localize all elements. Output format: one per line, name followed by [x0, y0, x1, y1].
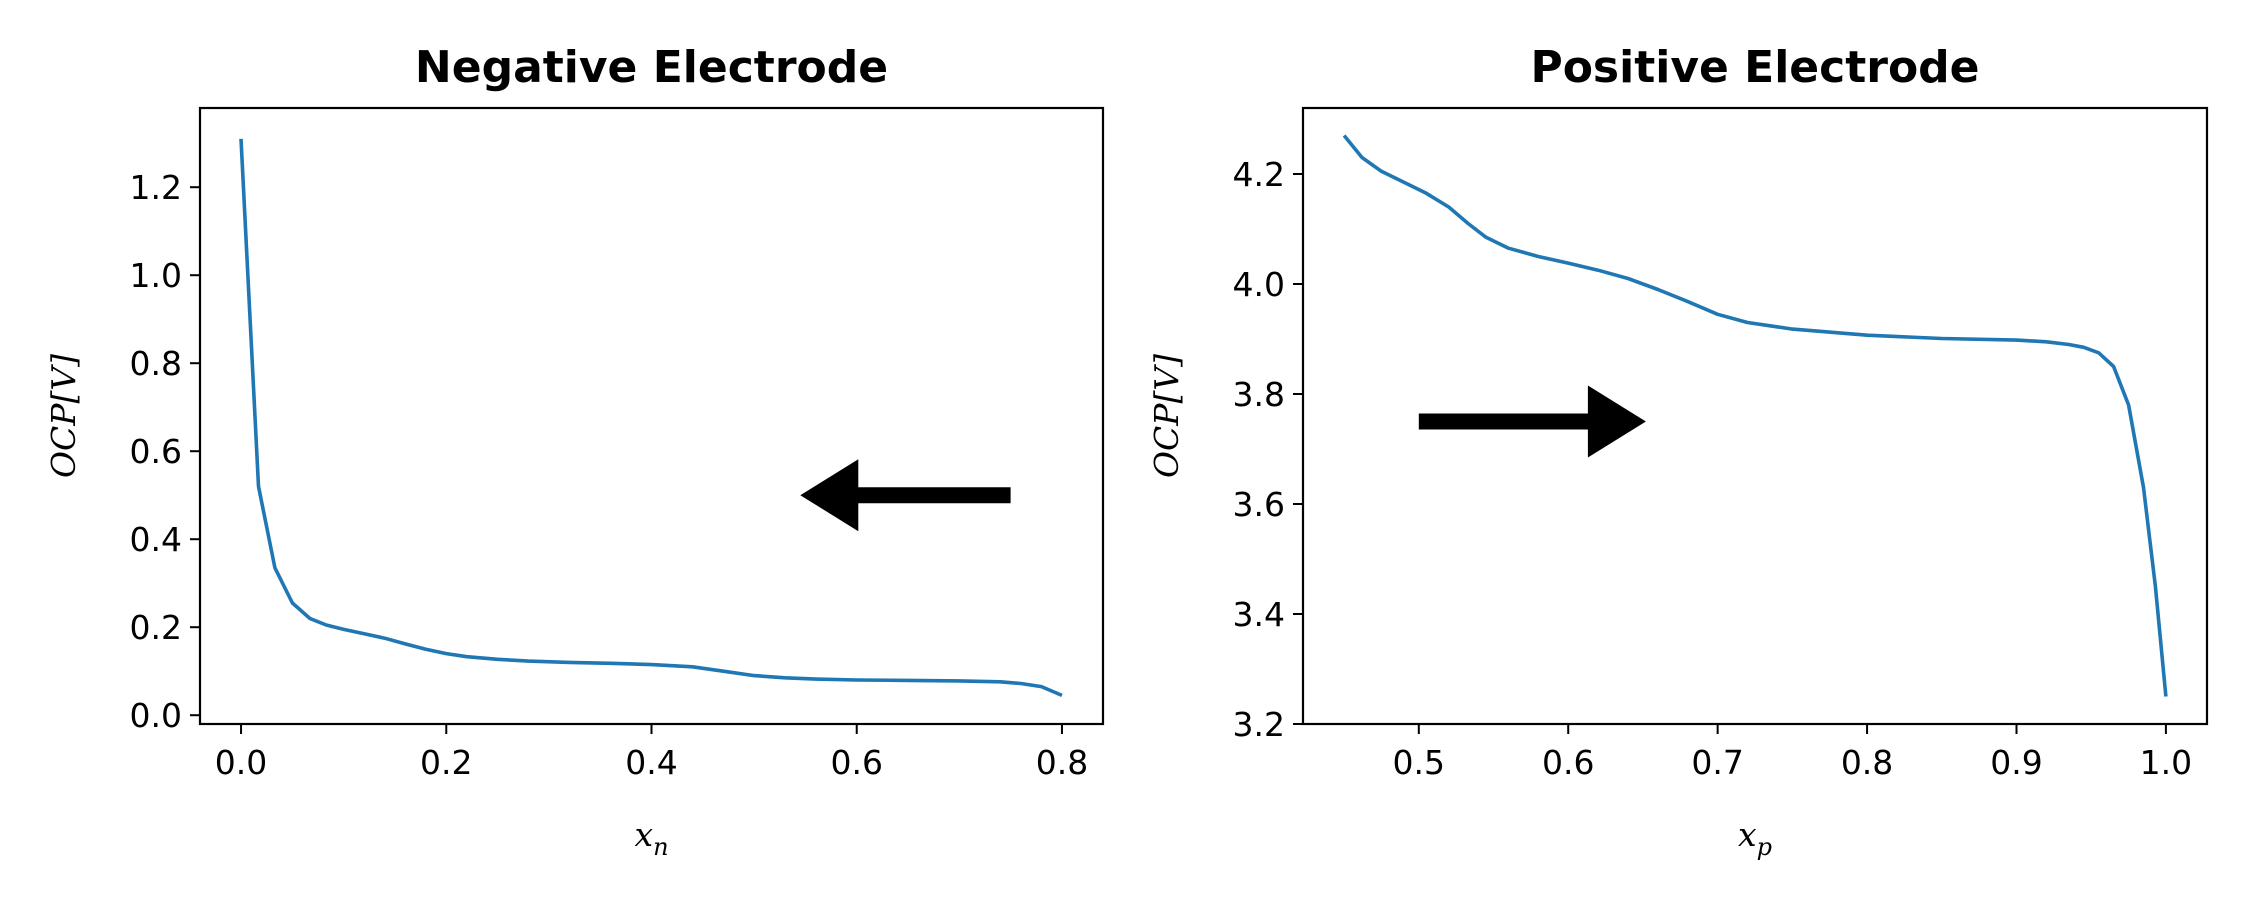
pos-x-tick-label: 0.9	[1990, 743, 2042, 782]
neg-y-tick-label: 0.2	[130, 608, 182, 647]
pos-ocp-line	[1342, 134, 2168, 697]
neg-x-tick-label: 0.2	[420, 743, 472, 782]
neg-x-tick-label: 0.4	[625, 743, 677, 782]
positive-electrode-panel: 0.5 0.6 0.7 0.8 0.9 1.0 3.2 3.4 3.6 3.8 4.0 4.2 Posi…	[1147, 42, 2209, 861]
pos-y-axis-label: OCP[V]	[1147, 354, 1186, 478]
pos-y-tick-label: 4.0	[1233, 265, 1285, 304]
pos-x-axis-label: xp	[1738, 815, 1772, 861]
pos-y-tick-label: 3.2	[1233, 705, 1285, 744]
pos-axes-frame	[1301, 106, 2209, 726]
neg-y-tick-label: 1.0	[130, 256, 182, 295]
neg-direction-arrow-left	[800, 459, 1011, 532]
neg-ocp-line	[239, 138, 1063, 698]
pos-direction-arrow-right	[1418, 385, 1646, 458]
pos-chart-title: Positive Electrode	[1530, 42, 1979, 93]
neg-x-tick-label: 0.0	[215, 743, 267, 782]
neg-axes-frame	[198, 106, 1105, 726]
neg-y-axis-label: OCP[V]	[44, 354, 83, 478]
neg-x-axis-label: xn	[634, 815, 668, 861]
neg-y-tick-label: 0.4	[130, 520, 182, 559]
pos-y-tick-label: 3.4	[1233, 595, 1285, 634]
neg-y-tick-label: 0.0	[130, 696, 182, 735]
neg-y-tick-label: 1.2	[130, 168, 182, 207]
pos-x-tick-label: 0.5	[1393, 743, 1445, 782]
pos-x-tick-label: 0.7	[1691, 743, 1743, 782]
neg-y-tick-label: 0.6	[130, 432, 182, 471]
pos-x-tick-label: 0.8	[1841, 743, 1893, 782]
negative-electrode-panel: 0.0 0.2 0.4 0.6 0.8 0.0 0.2 0.4 0.6 0.8 1.0 1.2 Nega…	[44, 42, 1105, 861]
pos-x-tick-label: 0.6	[1542, 743, 1594, 782]
neg-x-tick-label: 0.6	[830, 743, 882, 782]
pos-y-tick-label: 3.8	[1233, 375, 1285, 414]
neg-y-tick-label: 0.8	[130, 344, 182, 383]
pos-y-tick-label: 4.2	[1233, 155, 1285, 194]
neg-chart-title: Negative Electrode	[415, 42, 888, 93]
neg-x-tick-label: 0.8	[1036, 743, 1088, 782]
pos-y-tick-label: 3.6	[1233, 485, 1285, 524]
pos-x-tick-label: 1.0	[2140, 743, 2192, 782]
